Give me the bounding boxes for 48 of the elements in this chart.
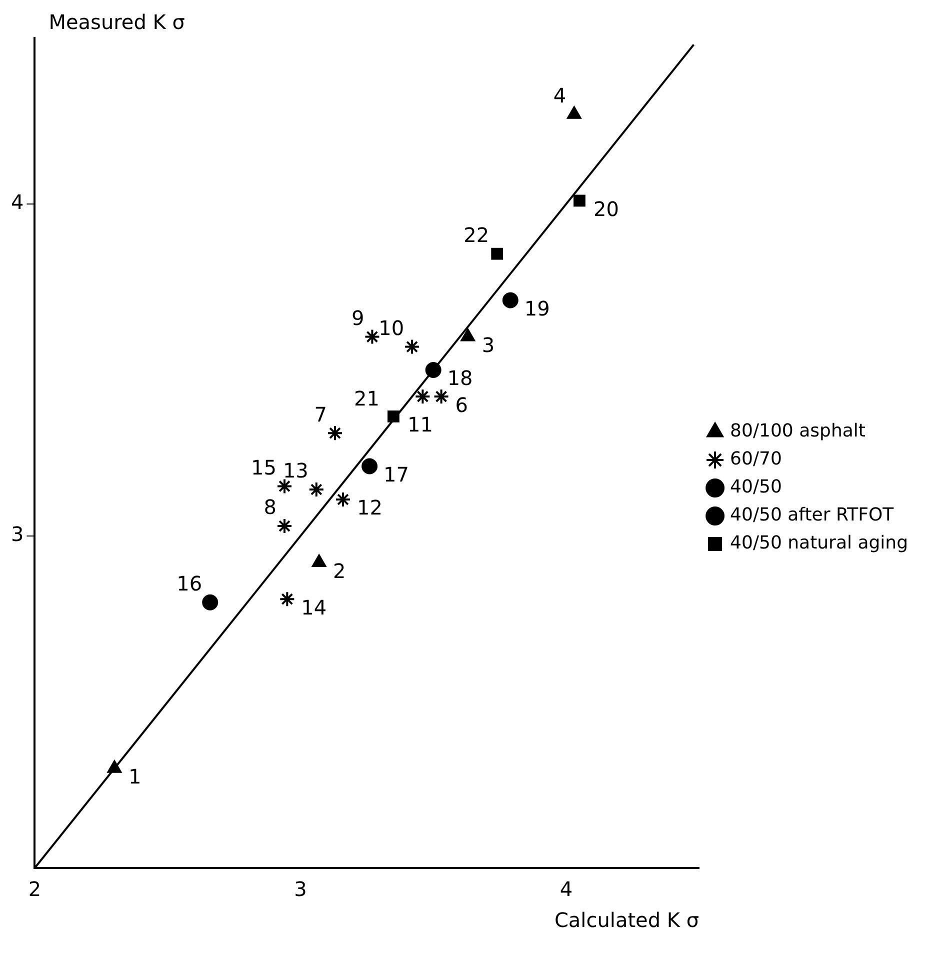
point	[404, 338, 420, 355]
annotation: 20	[593, 196, 619, 221]
point	[364, 328, 380, 345]
annotation: 21	[354, 386, 380, 411]
point	[491, 248, 504, 260]
point	[327, 425, 344, 442]
annotation: 8	[264, 495, 277, 520]
legend-label: 40/50	[730, 476, 782, 498]
annotation: 6	[455, 392, 468, 417]
annotation: 14	[301, 595, 327, 620]
point	[276, 478, 293, 494]
annotation: 4	[553, 84, 566, 108]
x-tick-label: 2	[28, 877, 42, 902]
point	[414, 388, 431, 405]
annotation: 12	[356, 496, 382, 520]
point	[425, 362, 442, 378]
point	[362, 458, 378, 474]
legend-label: 40/50 after RTFOT	[730, 504, 895, 526]
annotation: 10	[378, 316, 404, 340]
point	[279, 591, 296, 608]
annotation: 11	[407, 412, 433, 437]
annotation: 1	[128, 764, 142, 789]
legend-label: 80/100 asphalt	[730, 420, 866, 442]
point	[433, 388, 450, 405]
point	[202, 594, 218, 610]
annotation: 22	[464, 223, 490, 248]
annotation: 7	[314, 402, 328, 426]
y-axis-title: Measured K σ	[48, 10, 186, 34]
legend-label: 60/70	[730, 448, 782, 470]
annotation: 18	[447, 366, 473, 390]
point	[276, 518, 293, 534]
legend-label: 40/50 natural aging	[730, 532, 908, 554]
annotation: 16	[176, 572, 202, 596]
point	[574, 194, 586, 207]
annotation: 9	[351, 306, 364, 330]
point	[334, 491, 351, 508]
annotation: 19	[524, 296, 550, 320]
x-tick-label: 3	[294, 877, 307, 902]
point	[308, 482, 324, 498]
annotation: 13	[282, 458, 308, 483]
x-axis-title: Calculated K σ	[554, 908, 700, 932]
x-tick-label: 4	[560, 877, 573, 902]
annotation: 17	[384, 462, 409, 486]
annotation: 3	[482, 333, 495, 358]
point	[388, 410, 400, 422]
annotation: 2	[333, 558, 346, 583]
point	[502, 292, 518, 308]
annotation: 15	[251, 455, 277, 480]
